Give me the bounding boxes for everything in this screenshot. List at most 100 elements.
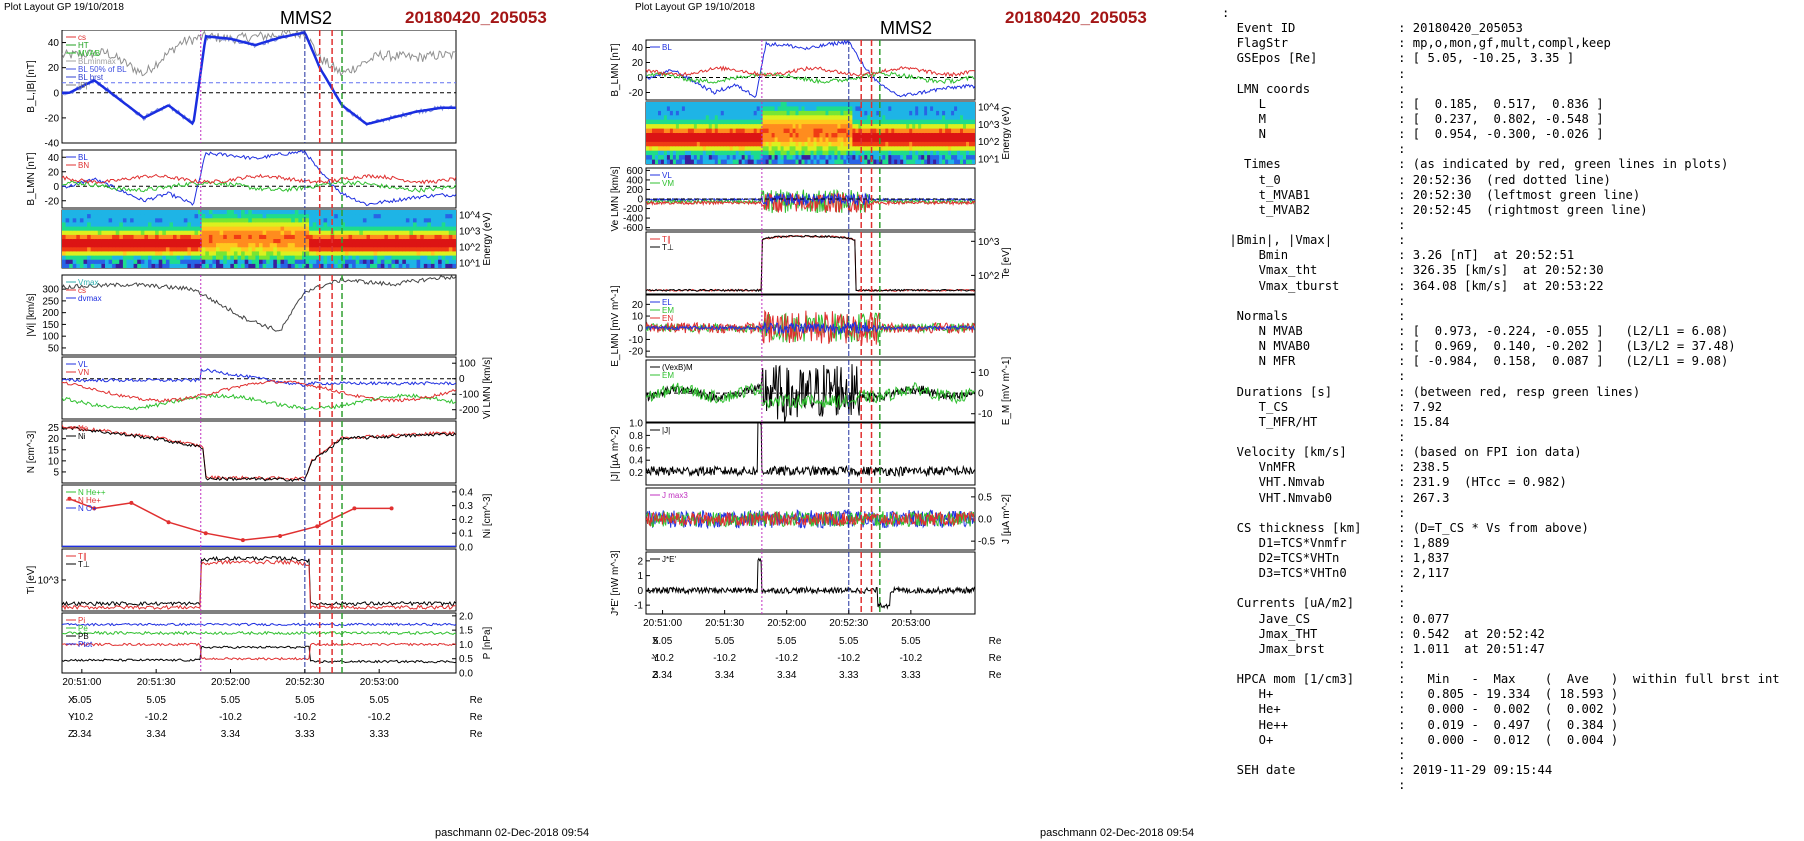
spectrogram-cell: [273, 259, 278, 265]
spectrogram-cell: [208, 247, 214, 252]
spectrogram-cell: [377, 234, 382, 240]
spectrogram-cell: [276, 263, 282, 268]
spectrogram-cell: [165, 251, 171, 257]
spectrogram-cell: [76, 222, 81, 228]
spectrogram-cell: [918, 124, 922, 130]
spectrogram-cell: [789, 106, 794, 112]
spectrogram-cell: [190, 214, 196, 219]
spectrogram-cell: [765, 146, 770, 152]
spectrogram-cell: [294, 218, 299, 223]
spectrogram-cell: [341, 214, 346, 219]
spectrogram-cell: [696, 128, 701, 134]
spectrogram-cell: [960, 115, 964, 121]
spectrogram-cell: [391, 226, 396, 232]
spectrogram-cell: [666, 141, 671, 147]
spectrogram-cell: [230, 234, 235, 240]
spectrogram-cell: [445, 222, 450, 228]
legend-label: Vmax: [78, 278, 98, 287]
spectrogram-cell: [76, 251, 81, 257]
spectrogram-cell: [930, 115, 934, 121]
spectrogram-cell: [801, 159, 806, 164]
spectrogram-cell: [963, 159, 967, 164]
spectrogram-cell: [183, 259, 188, 265]
spectrogram-cell: [882, 115, 886, 121]
position-row-label: Z: [652, 670, 658, 681]
y-tick-label-right: 10^2: [459, 243, 481, 254]
spectrogram-cell: [223, 247, 228, 252]
series-line: [62, 368, 456, 387]
spectrogram-cell: [420, 218, 425, 223]
info-line: t_MVAB1 : 20:52:30 (leftmost green line): [1222, 187, 1641, 202]
spectrogram-cell: [387, 234, 393, 240]
spectrogram-cell: [65, 263, 70, 268]
spectrogram-cell: [687, 141, 692, 147]
position-unit: Re: [989, 670, 1002, 681]
spectrogram-cell: [359, 210, 364, 215]
info-line: He++ : 0.019 - 0.497 ( 0.384 ): [1222, 717, 1619, 732]
spectrogram-cell: [148, 251, 153, 257]
spectrogram-cell: [312, 218, 317, 223]
spectrogram-cell: [861, 124, 865, 130]
spectrogram-cell: [852, 115, 856, 121]
spectrogram-cell: [187, 259, 192, 265]
info-line: :: [1222, 505, 1406, 520]
spectrogram-cell: [169, 222, 174, 228]
series-line-he-plus: [69, 498, 392, 541]
legend-label: N He++: [78, 488, 106, 497]
spectrogram-cell: [972, 119, 975, 125]
series-line: [646, 40, 975, 99]
spectrogram-cell: [126, 255, 131, 261]
spectrogram-cell: [266, 214, 271, 219]
spectrogram-cell: [373, 222, 378, 228]
info-line: Times : (as indicated by red, green line…: [1222, 157, 1729, 172]
spectrogram-cell: [771, 102, 776, 107]
spectrogram-cell: [187, 222, 192, 228]
spectrogram-cell: [666, 159, 671, 164]
spectrogram-cell: [900, 110, 904, 116]
spectrogram-cell: [652, 155, 656, 161]
x-tick-label: 20:51:30: [705, 618, 744, 629]
spectrogram-cell: [792, 106, 797, 112]
y-tick-label-right: -10: [978, 409, 993, 420]
spectrogram-cell: [744, 119, 749, 125]
spectrogram-cell: [649, 128, 653, 134]
spectrogram-cell: [675, 102, 680, 107]
spectrogram-cell: [122, 234, 128, 240]
spectrogram-cell: [345, 247, 350, 252]
spectrogram-cell: [205, 210, 210, 215]
info-line: :: [1222, 657, 1406, 672]
legend-label: N O+: [78, 504, 97, 513]
spectrogram-cell: [684, 115, 689, 121]
spectrogram-cell: [380, 230, 385, 236]
spectrogram-cell: [726, 110, 731, 116]
spectrogram-cell: [831, 115, 835, 121]
spectrogram-cell: [921, 159, 925, 164]
spectrogram-cell: [681, 159, 686, 164]
spectrogram-cell: [148, 255, 153, 261]
spectrogram-cell: [831, 110, 835, 116]
spectrogram-cell: [319, 226, 325, 232]
spectrogram-cell: [133, 222, 138, 228]
spectrogram-cell: [849, 124, 853, 130]
spectrogram-cell: [882, 133, 886, 138]
spectrogram-cell: [151, 226, 156, 232]
spectrogram-cell: [663, 119, 668, 125]
middle-event-title: 20180420_205053: [1005, 8, 1147, 27]
spectrogram-cell: [891, 124, 895, 130]
spectrogram-cell: [717, 150, 722, 156]
spectrogram-cell: [816, 119, 821, 125]
spectrogram-cell: [945, 128, 949, 134]
spectrogram-cell: [762, 155, 767, 161]
spectrogram-cell: [936, 159, 940, 164]
spectrogram-cell: [816, 150, 821, 156]
spectrogram-cell: [223, 251, 228, 257]
spectrogram-cell: [248, 214, 253, 219]
spectrogram-cell: [259, 218, 264, 223]
spectrogram-cell: [843, 110, 847, 116]
spectrogram-cell: [112, 247, 117, 252]
spectrogram-cell: [762, 150, 767, 156]
spectrogram-cell: [441, 259, 446, 265]
spectrogram-cell: [663, 137, 668, 143]
spectrogram-cell: [373, 230, 378, 236]
spectrogram-cell: [813, 155, 818, 161]
